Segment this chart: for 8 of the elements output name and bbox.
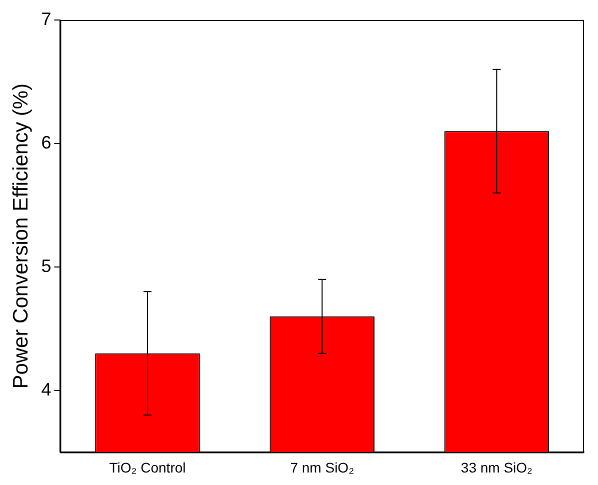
y-tick-label: 7 xyxy=(41,8,52,29)
y-tick-label: 5 xyxy=(41,256,52,276)
x-tick-label: TiO₂ Control xyxy=(109,459,186,476)
y-tick-label: 6 xyxy=(41,132,52,152)
y-tick-label: 4 xyxy=(41,379,52,400)
y-axis-title: Power Conversion Efficiency (%) xyxy=(9,83,32,389)
x-tick-label: 33 nm SiO₂ xyxy=(460,459,532,476)
x-tick-label: 7 nm SiO₂ xyxy=(290,459,354,476)
